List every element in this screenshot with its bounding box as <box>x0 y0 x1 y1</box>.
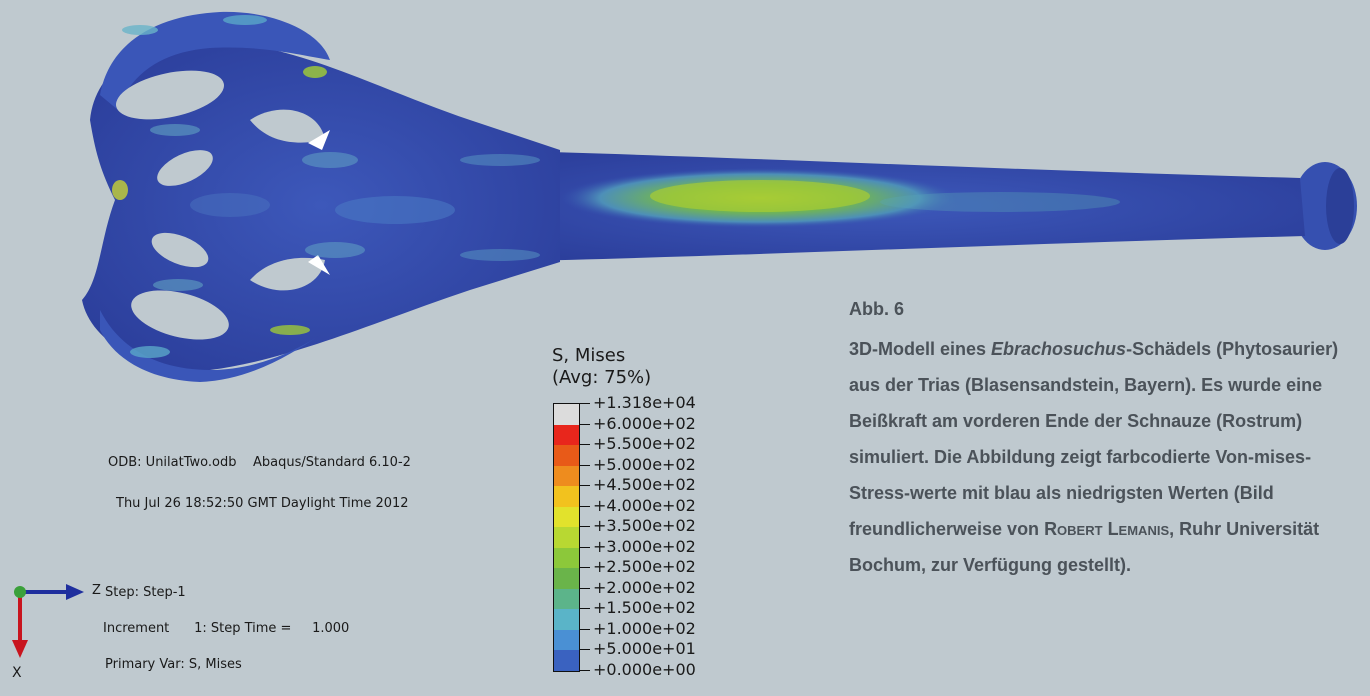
skull-model-render <box>82 11 1357 382</box>
legend-tick <box>580 649 590 650</box>
legend-tick <box>580 669 590 671</box>
legend-swatch <box>554 404 579 425</box>
legend-tick <box>580 587 590 589</box>
figure-caption: Abb. 6 3D-Modell eines Ebrachosuchus-Sch… <box>849 297 1364 583</box>
legend-label: +1.000e+02 <box>593 618 696 638</box>
legend-tick <box>580 444 590 445</box>
legend-label: +0.000e+00 <box>593 659 696 679</box>
legend-title-line2: (Avg: 75%) <box>552 367 652 388</box>
legend-tick <box>580 608 590 609</box>
upper-temporal-fenestra <box>116 70 224 120</box>
legend-swatch <box>554 588 579 610</box>
legend-swatch <box>554 568 579 589</box>
caption-body: 3D-Modell eines Ebrachosuchus-Schädels (… <box>849 331 1364 583</box>
legend-swatch <box>554 486 579 507</box>
skull-body <box>82 40 560 371</box>
skull-stress-speckles <box>112 15 540 358</box>
step-info: Step: Step-1 Increment 1: Step Time = 1.… <box>97 563 349 695</box>
legend-label: +5.000e+02 <box>593 454 696 474</box>
legend-label: +3.500e+02 <box>593 516 696 535</box>
color-legend: +1.318e+04 +6.000e+02 +5.500e+02 +5.000e+02… <box>553 395 783 685</box>
legend-swatch <box>554 609 579 630</box>
caption-author: Robert Lemanis <box>1044 519 1170 539</box>
legend-swatch <box>554 547 579 569</box>
left-opening <box>157 150 213 186</box>
legend-label: +4.500e+02 <box>593 475 696 494</box>
axis-triad <box>12 584 84 658</box>
figure-label: Abb. 6 <box>849 299 905 319</box>
right-opening <box>151 232 209 268</box>
caption-part1: 3D-Modell eines <box>849 339 992 359</box>
legend-label: +2.500e+02 <box>593 557 696 576</box>
z-axis-label: Z <box>92 583 101 598</box>
orbit-upper <box>250 109 325 143</box>
legend-tick <box>580 628 590 630</box>
caption-species: Ebrachosuchus <box>991 339 1127 359</box>
legend-label: +6.000e+02 <box>593 413 696 433</box>
legend-title: S, Mises (Avg: 75%) <box>552 345 651 389</box>
legend-tick <box>580 526 590 527</box>
x-axis-label: X <box>12 665 22 681</box>
upper-temporal-arch <box>100 11 330 110</box>
legend-tick <box>580 567 590 568</box>
triad-origin <box>14 586 26 598</box>
legend-label: +5.000e+01 <box>593 639 696 658</box>
lower-temporal-arch <box>100 310 320 382</box>
legend-tick <box>580 464 590 466</box>
legend-color-bar <box>553 403 580 672</box>
legend-tick <box>580 505 590 507</box>
legend-tick <box>580 403 590 404</box>
legend-label: +1.500e+02 <box>593 598 696 617</box>
primary-variable: Primary Var: S, Mises <box>105 657 242 672</box>
legend-swatch <box>554 445 579 466</box>
legend-label: +2.000e+02 <box>593 577 696 597</box>
legend-label: +4.000e+02 <box>593 495 696 515</box>
orbit-lower <box>250 257 325 291</box>
legend-swatch <box>554 629 579 651</box>
legend-label: +1.318e+04 <box>593 393 696 412</box>
legend-tick <box>580 546 590 548</box>
odb-info: ODB: UnilatTwo.odb Abaqus/Standard 6.10-… <box>108 455 411 470</box>
timestamp: Thu Jul 26 18:52:50 GMT Daylight Time 20… <box>116 496 409 511</box>
legend-swatch <box>554 527 579 548</box>
caption-part2: -Schädels (Phytosaurier) aus der Trias (… <box>849 339 1339 539</box>
legend-label: +5.500e+02 <box>593 434 696 453</box>
legend-swatch <box>554 506 579 528</box>
legend-title-line1: S, Mises <box>552 345 626 366</box>
legend-swatch <box>554 424 579 446</box>
caption-part3: , Ruhr Universität Bochum, zur Verfügung… <box>849 519 1320 575</box>
legend-tick <box>580 485 590 486</box>
lower-temporal-fenestra <box>131 290 229 340</box>
legend-swatch <box>554 465 579 487</box>
legend-label: +3.000e+02 <box>593 536 696 556</box>
step-increment: Increment 1: Step Time = 1.000 <box>103 621 350 636</box>
legend-swatch <box>554 650 579 671</box>
step-name: Step: Step-1 <box>105 585 186 600</box>
legend-tick <box>580 423 590 425</box>
